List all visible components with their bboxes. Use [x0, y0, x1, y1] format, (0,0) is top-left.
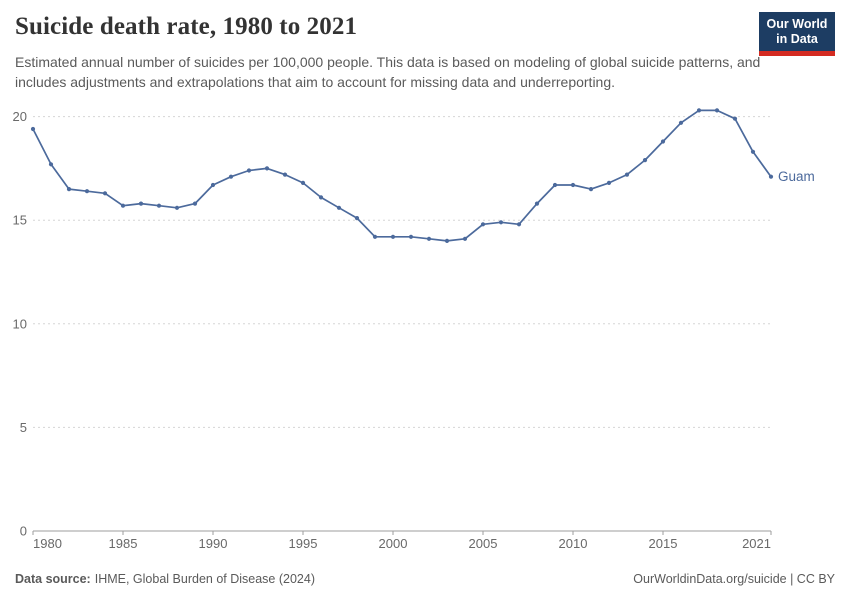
data-point [300, 180, 306, 185]
data-point [570, 182, 576, 188]
chart-header: Suicide death rate, 1980 to 2021 Estimat… [15, 13, 835, 92]
data-source-label: Data source: [15, 572, 91, 586]
owid-logo[interactable]: Our World in Data [759, 12, 835, 56]
x-tick-label: 1980 [33, 536, 62, 551]
series-end-label: Guam [778, 169, 815, 184]
x-tick-label: 1985 [109, 536, 138, 551]
data-point [678, 120, 684, 125]
data-point [408, 234, 414, 239]
chart-subtitle: Estimated annual number of suicides per … [15, 53, 761, 90]
owid-logo-line1: Our World [766, 17, 828, 31]
data-point [336, 205, 342, 210]
x-tick-label: 2010 [559, 536, 588, 551]
data-point [534, 201, 540, 206]
data-point [372, 234, 378, 239]
owid-logo-line2: in Data [776, 32, 818, 46]
data-source-text: IHME, Global Burden of Disease (2024) [94, 572, 315, 586]
data-point [210, 182, 216, 188]
data-point [498, 220, 504, 225]
chart-title: Suicide death rate, 1980 to 2021 [15, 13, 358, 40]
data-source: Data source: IHME, Global Burden of Disea… [15, 572, 315, 586]
data-point [642, 158, 648, 163]
y-tick-label: 0 [20, 524, 27, 539]
chart-plot-area: 0 5 10 15 20 1980 1985 1990 1995 2000 2005 2010 2015… [13, 108, 815, 551]
data-point [228, 174, 234, 179]
data-point [102, 191, 108, 196]
data-point [588, 187, 594, 192]
data-point [138, 201, 144, 206]
data-point [696, 108, 702, 113]
data-point [606, 180, 612, 185]
y-tick-label: 15 [13, 213, 27, 228]
data-point [282, 172, 288, 177]
data-point [444, 238, 450, 243]
data-line [32, 109, 772, 242]
x-tick-label: 2021 [742, 536, 771, 551]
y-tick-label: 10 [13, 316, 27, 331]
data-point [264, 166, 270, 171]
data-point [30, 126, 36, 132]
data-point [84, 189, 90, 194]
y-tick-label: 20 [13, 109, 27, 124]
data-point [66, 187, 72, 192]
data-point [174, 205, 180, 210]
data-point [156, 203, 162, 208]
x-tick-label: 2005 [469, 536, 498, 551]
x-tick-label: 2015 [649, 536, 678, 551]
data-point [732, 116, 738, 121]
data-point [354, 216, 360, 221]
data-point [480, 222, 486, 227]
data-point [516, 222, 522, 227]
line-chart-canvas: 0 5 10 15 20 1980 1985 1990 1995 2000 2005 2010 2015… [0, 95, 850, 560]
credit-link[interactable]: OurWorldinData.org/suicide | CC BY [633, 572, 835, 586]
chart-footer: Data source: IHME, Global Burden of Disea… [15, 572, 835, 586]
data-point [120, 203, 126, 208]
data-point [318, 195, 324, 200]
data-point [768, 174, 774, 179]
data-point [714, 108, 720, 113]
data-point [462, 236, 468, 241]
x-tick-label: 2000 [379, 536, 408, 551]
data-point [624, 172, 630, 177]
x-tick-label: 1995 [289, 536, 318, 551]
data-point [426, 236, 432, 241]
x-tick-label: 1990 [199, 536, 228, 551]
data-point [552, 182, 558, 188]
data-point [660, 139, 666, 144]
data-point [48, 162, 54, 167]
data-point [750, 149, 756, 154]
data-point [390, 234, 396, 239]
data-point [246, 168, 252, 173]
y-tick-label: 5 [20, 420, 27, 435]
data-point [192, 201, 198, 206]
